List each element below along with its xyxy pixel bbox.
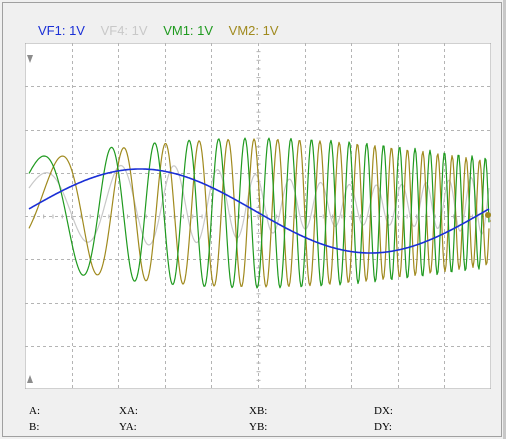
channel-offset-marker-icon[interactable]	[485, 212, 491, 218]
channel-vm1-label[interactable]: VM1: 1V	[163, 23, 214, 38]
readout-dy-label: DY:	[374, 421, 392, 433]
readout-xa-label: XA:	[119, 405, 138, 417]
trace-vf1	[28, 168, 490, 254]
readout-ya-label: YA:	[119, 421, 137, 433]
grid	[25, 43, 491, 389]
channel-legend: VF1: 1V VF4: 1V VM1: 1V VM2: 1V	[38, 23, 291, 41]
oscilloscope-panel: VF1: 1V VF4: 1V VM1: 1V VM2: 1V A: XA: X…	[2, 2, 502, 437]
readout-a-label: A:	[29, 405, 40, 417]
readout-xb-label: XB:	[249, 405, 268, 417]
markers	[27, 55, 491, 383]
window-edge	[503, 0, 506, 439]
readout-b-label: B:	[29, 421, 40, 433]
trigger-marker-bottom-icon[interactable]	[27, 375, 33, 383]
readout-yb-label: YB:	[249, 421, 268, 433]
channel-vf4-label[interactable]: VF4: 1V	[100, 23, 148, 38]
readout-dx-label: DX:	[374, 405, 393, 417]
readout-row-2: B: YA: YB: DY:	[29, 421, 489, 437]
trace-vm1	[28, 137, 490, 289]
cursor-readouts: A: XA: XB: DX: B: YA: YB: DY:	[29, 405, 489, 437]
trigger-marker-top-icon[interactable]	[27, 55, 33, 63]
oscilloscope-screen[interactable]	[25, 43, 491, 389]
trace-vm2	[28, 138, 490, 288]
channel-vf1-label[interactable]: VF1: 1V	[38, 23, 85, 38]
traces	[28, 137, 490, 289]
channel-vm2-label[interactable]: VM2: 1V	[228, 23, 279, 38]
readout-row-1: A: XA: XB: DX:	[29, 405, 489, 421]
